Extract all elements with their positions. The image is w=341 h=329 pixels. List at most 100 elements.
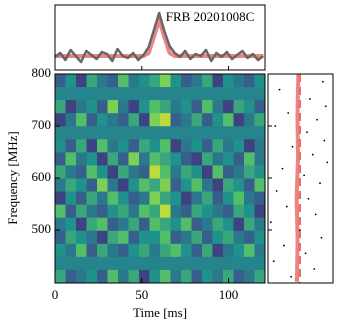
heatmap-cell bbox=[65, 256, 77, 271]
heatmap-cell bbox=[233, 230, 245, 245]
heatmap-cell bbox=[65, 243, 77, 258]
heatmap-cell bbox=[139, 204, 150, 218]
heatmap-cell bbox=[65, 269, 77, 284]
heatmap-cell bbox=[170, 165, 182, 179]
heatmap-cell bbox=[139, 74, 150, 88]
heatmap-cell bbox=[191, 100, 203, 114]
heatmap-cell bbox=[254, 165, 266, 179]
heatmap-cell bbox=[254, 243, 266, 258]
heatmap-cell bbox=[65, 87, 77, 101]
heatmap-cell bbox=[212, 256, 224, 271]
heatmap-cell bbox=[149, 256, 161, 271]
scatter-point bbox=[324, 105, 327, 108]
heatmap-cell bbox=[181, 269, 192, 284]
heatmap-cell bbox=[86, 126, 98, 140]
scatter-point bbox=[272, 260, 275, 263]
heatmap-cell bbox=[55, 269, 66, 284]
heatmap-cell bbox=[97, 139, 108, 153]
heatmap-cell bbox=[149, 100, 161, 114]
heatmap-cell bbox=[149, 152, 161, 166]
heatmap-cell bbox=[107, 152, 119, 166]
heatmap-cell bbox=[244, 243, 255, 258]
heatmap-cell bbox=[107, 204, 119, 218]
heatmap-cell bbox=[170, 243, 182, 258]
heatmap-cell bbox=[65, 165, 77, 179]
heatmap-cell bbox=[149, 204, 161, 218]
heatmap-cell bbox=[107, 165, 119, 179]
heatmap-cell bbox=[55, 191, 66, 205]
heatmap-cell bbox=[107, 113, 119, 127]
heatmap-cell bbox=[212, 217, 224, 232]
heatmap-cell bbox=[65, 230, 77, 245]
heatmap-cell bbox=[223, 165, 234, 179]
heatmap-cell bbox=[149, 230, 161, 245]
heatmap-cell bbox=[244, 74, 255, 88]
heatmap-cell bbox=[170, 178, 182, 192]
heatmap-cell bbox=[65, 113, 77, 127]
heatmap-cell bbox=[170, 100, 182, 114]
heatmap-cell bbox=[181, 139, 192, 153]
scatter-point bbox=[282, 244, 285, 247]
heatmap-cell bbox=[181, 204, 192, 218]
heatmap-cell bbox=[65, 139, 77, 153]
heatmap-cell bbox=[191, 269, 203, 284]
heatmap-cell bbox=[97, 152, 108, 166]
heatmap-cell bbox=[191, 230, 203, 245]
heatmap-cell bbox=[233, 256, 245, 271]
x-tick-label: 50 bbox=[135, 287, 148, 302]
heatmap-cell bbox=[254, 87, 266, 101]
y-tick-label: 600 bbox=[32, 169, 52, 184]
heatmap-cell bbox=[223, 139, 234, 153]
heatmap-cell bbox=[139, 113, 150, 127]
heatmap-cell bbox=[107, 243, 119, 258]
heatmap-cell bbox=[181, 165, 192, 179]
heatmap-cell bbox=[202, 87, 213, 101]
heatmap-cell bbox=[233, 87, 245, 101]
heatmap-cell bbox=[181, 217, 192, 232]
heatmap-cell bbox=[65, 152, 77, 166]
heatmap-cell bbox=[160, 178, 171, 192]
heatmap-cell bbox=[76, 165, 87, 179]
heatmap-cell bbox=[97, 126, 108, 140]
heatmap-cell bbox=[233, 165, 245, 179]
heatmap-cell bbox=[233, 178, 245, 192]
heatmap-cell bbox=[55, 126, 66, 140]
heatmap-cell bbox=[202, 178, 213, 192]
scatter-point bbox=[274, 125, 277, 127]
heatmap-cell bbox=[118, 230, 129, 245]
heatmap-cell bbox=[86, 113, 98, 127]
heatmap-cell bbox=[76, 87, 87, 101]
heatmap-cell bbox=[128, 230, 140, 245]
heatmap-cell bbox=[55, 139, 66, 153]
heatmap-cell bbox=[86, 256, 98, 271]
scatter-point bbox=[290, 275, 293, 278]
heatmap-cell bbox=[149, 269, 161, 284]
scatter-point bbox=[269, 221, 272, 224]
heatmap-cell bbox=[118, 269, 129, 284]
y-tick-label: 800 bbox=[32, 65, 52, 80]
heatmap-cell bbox=[202, 139, 213, 153]
scatter-point bbox=[307, 197, 310, 200]
heatmap-cell bbox=[139, 152, 150, 166]
heatmap-cell bbox=[97, 230, 108, 245]
heatmap-cell bbox=[244, 204, 255, 218]
heatmap-cell bbox=[191, 243, 203, 258]
heatmap-cell bbox=[65, 126, 77, 140]
heatmap-cell bbox=[223, 100, 234, 114]
heatmap-cell bbox=[76, 74, 87, 88]
heatmap-cell bbox=[107, 269, 119, 284]
heatmap-cell bbox=[212, 178, 224, 192]
heatmap-cell bbox=[118, 217, 129, 232]
heatmap-cell bbox=[212, 191, 224, 205]
heatmap-cell bbox=[244, 256, 255, 271]
heatmap-cell bbox=[149, 113, 161, 127]
scatter-point bbox=[303, 174, 306, 177]
heatmap-cell bbox=[149, 165, 161, 179]
heatmap-cell bbox=[223, 191, 234, 205]
heatmap-cell bbox=[139, 230, 150, 245]
heatmap-cell bbox=[55, 152, 66, 166]
heatmap-cell bbox=[107, 217, 119, 232]
heatmap-cell bbox=[254, 74, 266, 88]
heatmap-cell bbox=[212, 100, 224, 114]
heatmap-cell bbox=[223, 204, 234, 218]
